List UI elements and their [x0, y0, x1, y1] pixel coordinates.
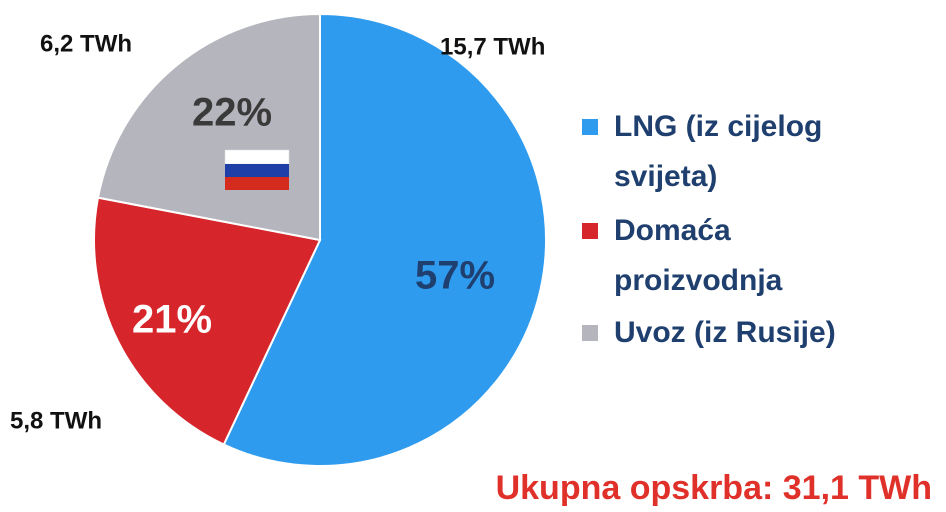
slice-annotation: 15,7 TWh: [440, 33, 545, 60]
value-label: 22%: [192, 91, 272, 135]
slices: [93, 12, 547, 467]
legend-label: LNG (iz cijelog svijeta): [614, 110, 823, 193]
legend-item: Uvoz (iz Rusije): [582, 308, 882, 358]
legend-item: LNG (iz cijelog svijeta): [582, 102, 882, 202]
legend-swatch: [582, 223, 598, 239]
russia-flag: [224, 149, 290, 190]
slice-annotation: 5,8 TWh: [10, 407, 102, 434]
legend-item: Domaća proizvodnja: [582, 206, 882, 306]
legend-swatch: [582, 119, 598, 135]
legend-label: Domaća proizvodnja: [614, 214, 783, 297]
legend-swatch: [582, 325, 598, 341]
pie-slice: [93, 196, 322, 446]
value-label: 21%: [132, 298, 212, 342]
value-label: 57%: [415, 254, 495, 298]
total-annotation: Ukupna opskrba: 31,1 TWh: [496, 469, 932, 507]
legend-label: Uvoz (iz Rusije): [614, 316, 836, 349]
pie-slice: [222, 12, 547, 467]
slice-annotation: 6,2 TWh: [40, 30, 132, 57]
